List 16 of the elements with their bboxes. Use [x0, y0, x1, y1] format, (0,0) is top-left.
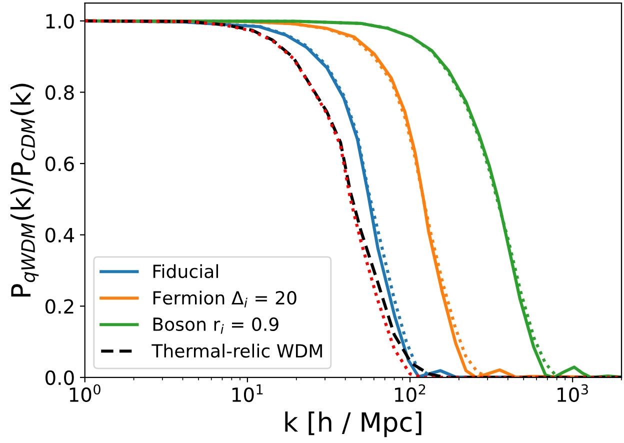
y-tick-label: 0.8 — [46, 85, 74, 100]
y-axis-title: P$_{qWDM}$(k)/P$_{CDM}$(k) — [10, 84, 39, 297]
x-tick-label: 10$^{1}$ — [232, 384, 263, 402]
y-tick-label: 0.4 — [46, 228, 74, 242]
legend-label: Fermion Δ$_{i}$ = 20 — [153, 290, 296, 308]
x-axis-title: k [h / Mpc] — [285, 412, 422, 438]
x-tick-label: 10$^{0}$ — [70, 384, 100, 402]
y-tick-label: 0.6 — [46, 156, 74, 172]
legend-label: Fiducial — [153, 264, 218, 278]
y-tick-label: 1.0 — [46, 14, 74, 29]
y-tick-label: 0.0 — [46, 370, 74, 386]
legend-label: Thermal-relic WDM — [152, 344, 322, 358]
x-tick-label: 10$^{2}$ — [395, 384, 426, 402]
x-tick-label: 10$^{3}$ — [558, 384, 588, 402]
legend-label: Boson r$_{i}$ = 0.9 — [153, 317, 278, 334]
y-tick-label: 0.2 — [46, 299, 74, 314]
